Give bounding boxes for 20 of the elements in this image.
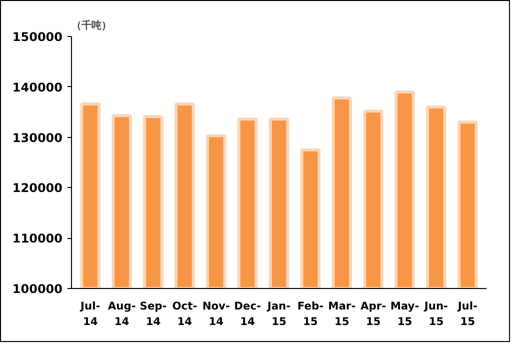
x-tick-label: May-15 bbox=[390, 300, 420, 328]
x-tick-label: Aug-14 bbox=[108, 300, 136, 328]
x-tick-label: Mar-15 bbox=[328, 300, 356, 328]
y-tick-label: 120000 bbox=[12, 181, 63, 196]
x-tick-label: Jul-15 bbox=[456, 300, 478, 328]
x-tick-label: Jun-15 bbox=[423, 300, 448, 328]
y-tick-label: 100000 bbox=[12, 282, 63, 296]
x-tick-label: Oct-14 bbox=[172, 300, 198, 328]
y-tick-label: 140000 bbox=[12, 80, 63, 94]
y-tick-label: 110000 bbox=[12, 232, 63, 246]
x-tick-label: Feb-15 bbox=[297, 300, 324, 328]
x-tick-label: Jul-14 bbox=[80, 300, 100, 328]
y-tick-label: 130000 bbox=[12, 130, 63, 145]
y-tick-label: 150000 bbox=[12, 30, 63, 44]
y-axis-title: （千吨） bbox=[72, 20, 112, 32]
x-tick-label: Apr-15 bbox=[360, 300, 386, 328]
x-tick-label: Dec-14 bbox=[234, 300, 261, 328]
x-tick-label: Nov-14 bbox=[202, 300, 230, 328]
x-tick-label: Sep-14 bbox=[140, 300, 167, 328]
x-tick-label: Jan-15 bbox=[266, 300, 291, 328]
